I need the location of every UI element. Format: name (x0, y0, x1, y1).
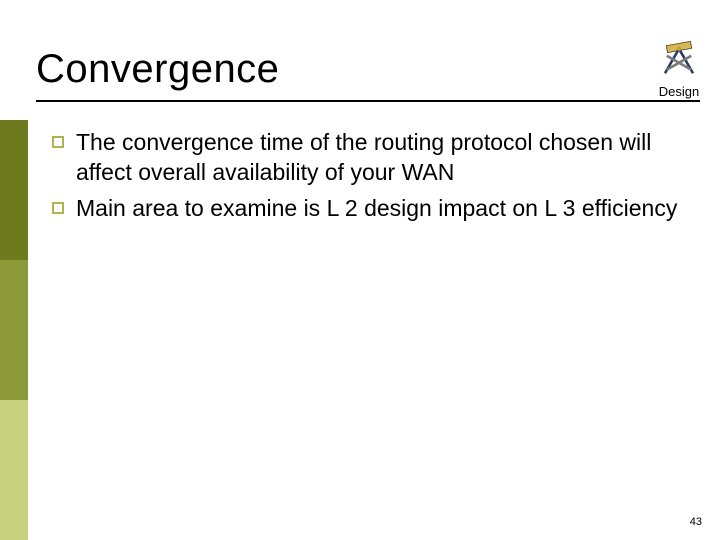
sidebar-segment (0, 400, 28, 540)
bullet-icon (52, 136, 64, 148)
bullet-text: The convergence time of the routing prot… (76, 128, 692, 188)
header: Convergence Design (36, 40, 700, 99)
sidebar-segment (0, 260, 28, 400)
logo-block: Design (658, 40, 700, 99)
list-item: The convergence time of the routing prot… (52, 128, 692, 188)
content-area: The convergence time of the routing prot… (52, 128, 692, 230)
sidebar-accent (0, 120, 28, 540)
title-divider (36, 100, 700, 102)
list-item: Main area to examine is L 2 design impac… (52, 194, 692, 224)
bullet-icon (52, 202, 64, 214)
compass-square-icon (658, 40, 700, 82)
page-number: 43 (690, 516, 702, 528)
logo-label: Design (659, 84, 699, 99)
slide-title: Convergence (36, 47, 279, 92)
sidebar-segment (0, 120, 28, 260)
bullet-text: Main area to examine is L 2 design impac… (76, 194, 677, 224)
